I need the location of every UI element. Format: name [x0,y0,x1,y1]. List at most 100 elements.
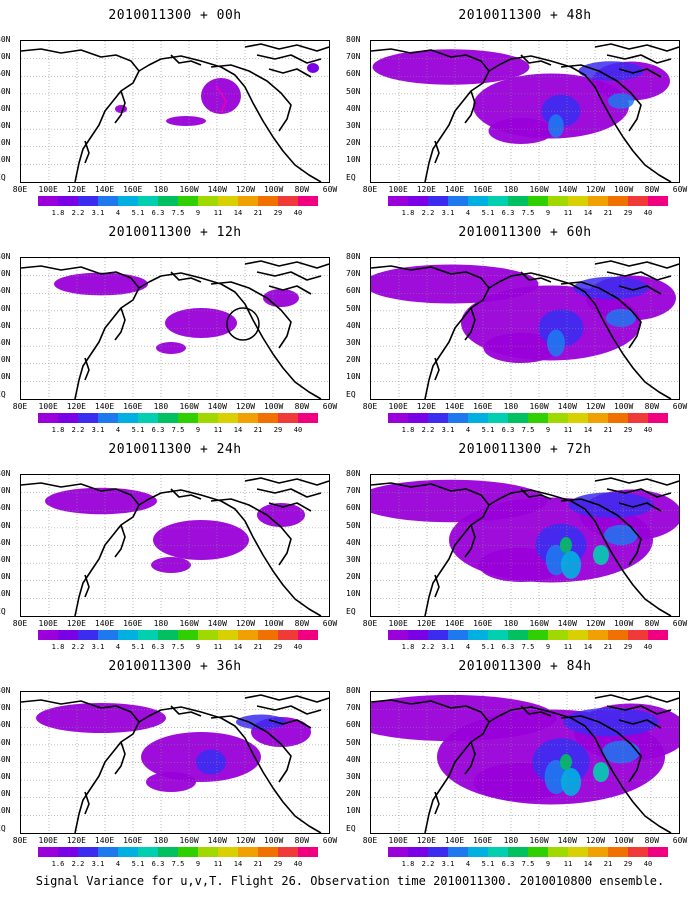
colorbar-swatch [238,196,258,206]
longitude-label: 120W [235,619,256,628]
longitude-label: 140W [557,402,577,411]
coastline [21,477,329,616]
longitude-label: 120E [416,185,436,194]
colorbar-swatch [38,413,58,423]
colorbar-label: 6.3 [501,860,515,868]
latitude-label: 40N [346,754,361,764]
colorbar-label: 3.1 [441,860,455,868]
colorbar-swatch [408,630,428,640]
latitude-label: 30N [0,555,11,564]
colorbar-label: 11 [213,860,223,868]
colorbar-label: 1.8 [401,860,415,868]
longitude-label: 140E [444,185,465,194]
colorbar-label: 5.1 [131,426,145,434]
colorbar-label: 11 [563,643,573,651]
colorbar-label: 14 [583,426,593,434]
variance-map [20,40,330,183]
latitude-label: 60N [346,286,361,296]
colorbar-swatch [408,413,428,423]
colorbar-swatch [448,413,468,423]
colorbar-label: 11 [563,209,573,217]
latitude-label: 80N [346,469,361,478]
colorbar-swatch [258,196,278,206]
longitude-label: 100E [388,836,408,845]
colorbar-label: 9 [545,860,551,868]
colorbar-swatch [488,196,508,206]
latitude-label: 60N [346,503,361,513]
latitude-label: EQ [0,606,6,616]
map-canvas [371,692,679,833]
longitude-label: 60W [672,402,688,411]
longitude-label: 180 [153,619,169,628]
longitude-label: 60W [322,402,338,411]
colorbar-label: 5.1 [481,426,495,434]
colorbar-swatch [428,196,448,206]
longitude-label: 140E [94,619,115,628]
colorbar-label: 29 [273,209,283,217]
latitude-label: 60N [346,69,361,79]
longitude-label: 60W [322,185,338,194]
colorbar-label: 4 [115,426,121,434]
map-canvas [21,41,329,182]
latitude-label: EQ [346,823,356,833]
colorbar-label: 29 [623,426,633,434]
longitude-label: 140E [444,836,465,845]
colorbar-label: 1.6 [51,860,65,868]
coastline [21,43,329,182]
colorbar-label: 1.8 [401,209,415,217]
longitude-label: 80E [362,402,378,411]
longitude-label: 120W [235,402,256,411]
colorbar-label: 40 [643,426,653,434]
latitude-label: 30N [346,338,361,347]
latitude-label: 40N [346,103,361,113]
colorbar-label: 2.2 [421,209,435,217]
colorbar-swatch [58,413,78,423]
longitude-label: 100E [388,619,408,628]
colorbar-swatch [178,196,198,206]
colorbar-swatch [548,196,568,206]
colorbar-swatch [528,847,548,857]
longitude-label: 100W [613,619,634,628]
variance-field [372,49,670,144]
longitude-label: 180 [503,402,519,411]
colorbar-label: 4 [115,209,121,217]
colorbar-label: 6.3 [501,426,515,434]
longitude-label: 140E [444,402,465,411]
longitude-label: 80E [12,185,28,194]
latitude-label: 20N [346,138,361,148]
longitude-label: 80E [362,836,378,845]
latitude-label: EQ [0,389,6,399]
colorbar [388,847,668,857]
colorbar [388,413,668,423]
colorbar-swatch [158,196,178,206]
longitude-label: 80E [362,619,378,628]
colorbar-swatch [278,196,298,206]
colorbar [38,413,318,423]
latitude-label: EQ [346,389,356,399]
longitude-label: 160W [179,619,199,628]
colorbar-label: 1.8 [51,426,65,434]
map-grid [371,41,679,182]
longitude-label: 160W [529,619,549,628]
longitude-label: 160W [529,185,549,194]
latitude-label: 70N [0,703,11,713]
colorbar-swatch [428,847,448,857]
colorbar-swatch [138,413,158,423]
colorbar-label: 3.1 [91,209,105,217]
variance-map [20,257,330,400]
colorbar-swatch [488,413,508,423]
colorbar-label: 21 [253,426,263,434]
colorbar-swatch [588,847,608,857]
colorbar-swatch [138,847,158,857]
colorbar-swatch [648,847,668,857]
longitude-label: 160E [473,836,493,845]
colorbar-swatch [468,413,488,423]
longitude-label: 160W [179,836,199,845]
colorbar-label: 40 [293,426,303,434]
map-canvas [21,475,329,616]
longitude-label: 100E [388,185,408,194]
latitude-label: 70N [0,269,11,279]
longitude-label: 140W [207,619,227,628]
latitude-label: 80N [0,252,11,261]
map-grid [371,692,679,833]
